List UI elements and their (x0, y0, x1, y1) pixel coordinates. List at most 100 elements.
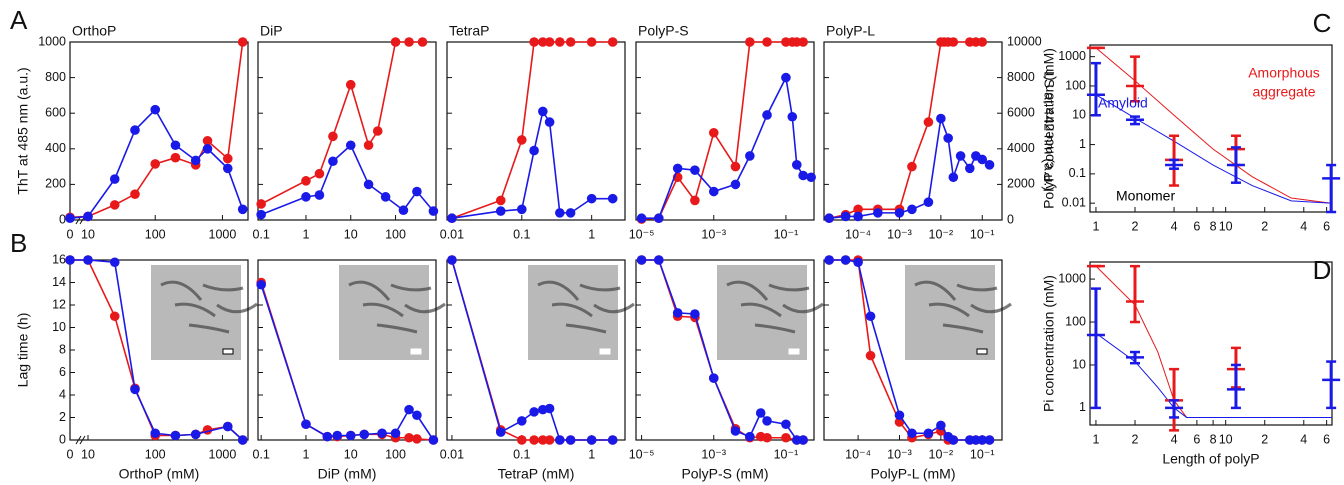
fibril (942, 323, 984, 334)
scale-bar (976, 348, 988, 355)
axis-break (75, 435, 86, 445)
panel-letter: D (1313, 255, 1332, 285)
tem-inset (339, 265, 429, 360)
data-point (222, 421, 233, 432)
data-point (923, 117, 934, 127)
data-point (977, 435, 988, 445)
x-tick-label: 8 (1210, 219, 1217, 233)
x-tick-label: 0.1 (513, 227, 530, 241)
data-point (516, 435, 527, 445)
data-point (328, 156, 338, 167)
data-point (781, 72, 791, 83)
fibril (914, 280, 957, 301)
scale-bar (410, 348, 422, 355)
data-point (237, 37, 248, 47)
data-point (853, 211, 863, 222)
fibril (362, 302, 404, 318)
data-point (708, 127, 719, 138)
data-point (755, 408, 766, 418)
data-point (943, 133, 953, 143)
data-point (607, 435, 618, 445)
panel-letter: B (10, 228, 27, 258)
data-point (529, 435, 539, 445)
data-point (730, 161, 741, 172)
data-point (314, 190, 325, 200)
data-point (170, 140, 181, 151)
data-point (65, 213, 75, 224)
data-point (495, 206, 506, 216)
annotation: Amyloid (1098, 95, 1148, 111)
data-point (398, 205, 409, 216)
data-point (109, 174, 120, 184)
data-point (190, 155, 201, 166)
tem-inset (151, 265, 241, 360)
data-point (565, 208, 576, 218)
data-point (363, 140, 374, 151)
data-point (222, 153, 233, 164)
plot-frame (69, 41, 249, 221)
data-point (762, 37, 772, 47)
panel: PolyP-L 10⁻⁴ 10⁻³ 10⁻² 10⁻¹ 0 2000 4000 6000 8000… (823, 23, 1057, 241)
y-tick-label: 12 (52, 297, 66, 311)
data-point (328, 131, 338, 142)
data-point (529, 407, 539, 417)
x-tick-label: 10 (81, 227, 95, 241)
fibril (188, 323, 230, 334)
y2-tick-label: 4000 (1007, 141, 1035, 155)
data-point (798, 435, 808, 445)
data-point (781, 432, 791, 443)
panel-letter: C (1313, 8, 1332, 38)
data-point (237, 204, 248, 215)
series-line (641, 75, 812, 220)
data-point (322, 431, 333, 442)
data-point (130, 125, 140, 135)
data-point (984, 435, 995, 445)
panel: 0.01 0.1 1 TetraP (mM) (440, 255, 635, 482)
y-tick-label: 14 (52, 275, 66, 289)
data-point (948, 172, 959, 183)
x-tick-label: 6 (1323, 432, 1330, 446)
y-tick-label: 8 (59, 342, 66, 356)
fibril (537, 280, 580, 301)
data-point (390, 37, 401, 47)
x-tick-label: 10⁻⁴ (845, 447, 871, 461)
data-point (301, 176, 311, 186)
y-tick-label: 0 (59, 432, 66, 446)
data-point (690, 165, 700, 175)
data-point (170, 430, 181, 441)
fibril (956, 283, 998, 292)
x-tick-label: 10 (344, 227, 358, 241)
plot-frame (635, 41, 815, 221)
data-point (65, 255, 75, 265)
fibril (726, 280, 769, 301)
x-axis-label: PolyP-L (mM) (870, 466, 955, 482)
y-tick-label: 0.1 (1069, 166, 1086, 180)
annotation: Amorphous (1248, 65, 1320, 81)
data-point (544, 117, 555, 127)
data-point (170, 152, 181, 163)
data-point (222, 163, 233, 174)
data-point (977, 37, 988, 47)
y2-tick-label: 8000 (1007, 70, 1035, 84)
data-point (948, 37, 959, 47)
data-point (672, 308, 683, 318)
data-point (516, 135, 527, 145)
data-point (586, 37, 597, 47)
y-tick-label: 0.01 (1062, 195, 1086, 209)
x-tick-label: 10⁻³ (701, 227, 726, 241)
data-point (202, 135, 213, 146)
x-tick-label: 1 (588, 227, 595, 241)
y2-tick-label: 6000 (1007, 105, 1035, 119)
x-tick-label: 10⁻⁵ (629, 447, 655, 461)
data-point (516, 204, 527, 215)
panel: OrthoP 0 10 100 1000 0 200 400 600 800 1000 ThT at … (15, 23, 249, 241)
x-tick-label: 10⁻³ (701, 447, 726, 461)
x-tick-label: 10 (1219, 432, 1233, 446)
data-point (607, 193, 618, 204)
data-point (202, 144, 213, 154)
data-point (314, 168, 325, 179)
x-axis-label: TetraP (mM) (498, 466, 575, 482)
panel: 10⁻⁴ 10⁻³ 10⁻² 10⁻¹ PolyP-L (mM) (823, 255, 1012, 482)
series-line (260, 143, 435, 216)
